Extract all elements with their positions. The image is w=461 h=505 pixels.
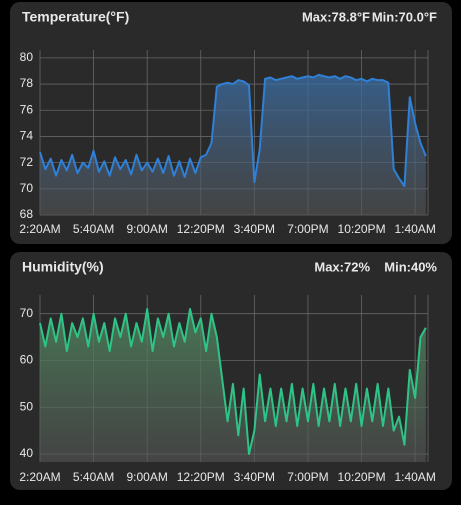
- y-tick-label: 76: [20, 102, 34, 116]
- x-tick-label: 9:00AM: [127, 222, 168, 236]
- line: [39, 73, 427, 188]
- x-tick-label: 12:20PM: [177, 470, 225, 484]
- line: [39, 308, 427, 456]
- y-tick-label: 80: [20, 50, 34, 64]
- y-tick-label: 68: [20, 207, 34, 221]
- x-tick-label: 5:40AM: [73, 222, 114, 236]
- header-stat: Max:78.8°F: [302, 9, 370, 24]
- x-tick-label: 10:20PM: [338, 222, 386, 236]
- y-tick-label: 60: [20, 353, 34, 367]
- x-tick-label: 12:20PM: [177, 222, 225, 236]
- y-tick-label: 74: [20, 129, 34, 143]
- x-tick-label: 7:00PM: [287, 222, 328, 236]
- header-stat: Min:70.0°F: [372, 9, 437, 24]
- x-tick-label: 5:40AM: [73, 470, 114, 484]
- y-tick-label: 72: [20, 155, 34, 169]
- x-tick-label: 10:20PM: [338, 470, 386, 484]
- y-tick-label: 50: [20, 399, 34, 413]
- y-tick-label: 40: [20, 446, 34, 460]
- x-tick-label: 1:40AM: [394, 222, 435, 236]
- header-stat: Min:40%: [384, 259, 437, 274]
- y-tick-label: 70: [20, 181, 34, 195]
- x-tick-label: 9:00AM: [127, 470, 168, 484]
- panel-title: Humidity(%): [22, 259, 104, 275]
- x-tick-label: 3:40PM: [234, 470, 275, 484]
- x-tick-label: 1:40AM: [394, 470, 435, 484]
- panel-title: Temperature(°F): [22, 9, 129, 25]
- header-stat: Max:72%: [314, 259, 370, 274]
- x-tick-label: 2:20AM: [19, 222, 60, 236]
- area: [40, 74, 426, 215]
- x-tick-label: 3:40PM: [234, 222, 275, 236]
- x-tick-label: 7:00PM: [287, 470, 328, 484]
- y-tick-label: 78: [20, 76, 34, 90]
- y-tick-label: 70: [20, 306, 34, 320]
- x-tick-label: 2:20AM: [19, 470, 60, 484]
